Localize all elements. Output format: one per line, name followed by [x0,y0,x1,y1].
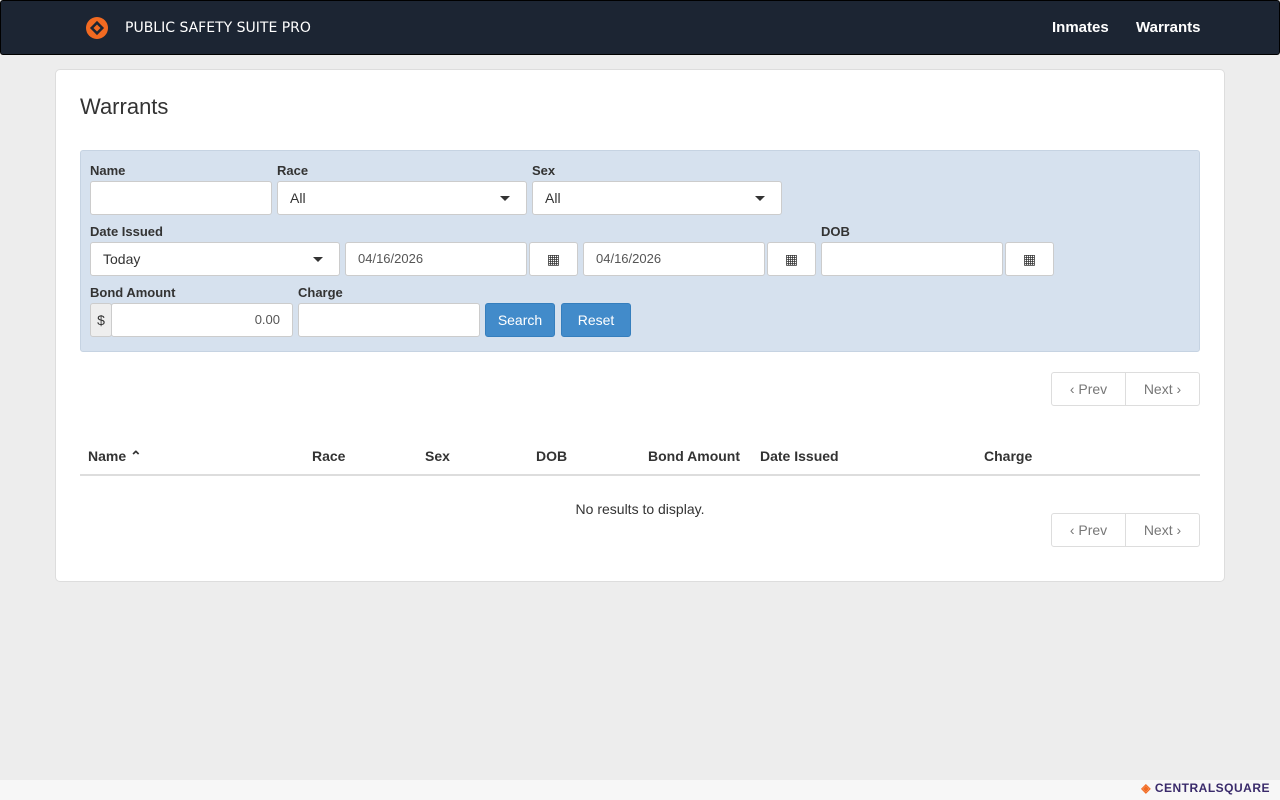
sex-label: Sex [532,163,556,178]
nav-warrants[interactable]: Warrants [1136,19,1201,36]
race-label: Race [277,163,309,178]
date-to-input[interactable]: 04/16/2026 [583,242,765,276]
name-label: Name [90,163,126,178]
dob-input[interactable] [821,242,1003,276]
col-date-issued[interactable]: Date Issued [760,448,839,464]
pager-bottom: ‹ Prev Next › [1051,513,1200,547]
sex-select[interactable]: All [532,181,782,215]
next-button[interactable]: Next › [1125,514,1199,546]
prev-button[interactable]: ‹ Prev [1069,522,1108,538]
page-title: Warrants [80,94,169,119]
charge-label: Charge [298,285,343,300]
bond-amount-label: Bond Amount [90,285,176,300]
next-button[interactable]: Next › [1125,373,1199,405]
name-input[interactable] [90,181,272,215]
col-bond-amount[interactable]: Bond Amount [648,448,741,464]
sort-ascending-icon: ⌃ [130,448,142,464]
filter-panel: Name Race All Sex All Date Issued Today … [80,150,1200,352]
dob-label: DOB [821,224,850,239]
table-header-divider [80,474,1200,476]
prev-button[interactable]: ‹ Prev [1069,381,1108,397]
date-from-input[interactable]: 04/16/2026 [345,242,527,276]
col-race[interactable]: Race [312,448,346,464]
calendar-icon: ▦ [546,251,561,267]
dob-calendar-button[interactable]: ▦ [1005,242,1054,276]
date-issued-label: Date Issued [90,224,163,239]
col-dob[interactable]: DOB [536,448,568,464]
warrants-card: Warrants Name Race All Sex All Date Issu… [55,69,1225,582]
charge-input[interactable] [298,303,480,337]
currency-addon: $ [90,303,112,337]
navbar: PUBLIC SAFETY SUITE PRO Inmates Warrants [0,0,1280,55]
calendar-icon: ▦ [1022,251,1037,267]
race-select[interactable]: All [277,181,527,215]
bond-amount-input[interactable]: 0.00 [111,303,293,337]
col-charge[interactable]: Charge [984,448,1033,464]
pager-top: ‹ Prev Next › [1051,372,1200,406]
search-button[interactable]: Search [485,303,555,337]
calendar-icon: ▦ [784,251,799,267]
centralsquare-logo-icon: ◈ [1141,781,1151,795]
date-to-calendar-button[interactable]: ▦ [767,242,816,276]
centralsquare-logo: ◈ CENTRALSQUARE [1141,781,1270,795]
date-from-calendar-button[interactable]: ▦ [529,242,578,276]
col-sex[interactable]: Sex [425,448,450,464]
reset-button[interactable]: Reset [561,303,631,337]
empty-message: No results to display. [575,501,705,517]
app-brand: PUBLIC SAFETY SUITE PRO [125,20,311,36]
nav-inmates[interactable]: Inmates [1052,19,1109,36]
date-range-select[interactable]: Today [90,242,340,276]
col-name[interactable]: Name ⌃ [88,448,142,464]
app-logo-icon [86,17,108,39]
footer: ◈ CENTRALSQUARE [0,780,1280,800]
